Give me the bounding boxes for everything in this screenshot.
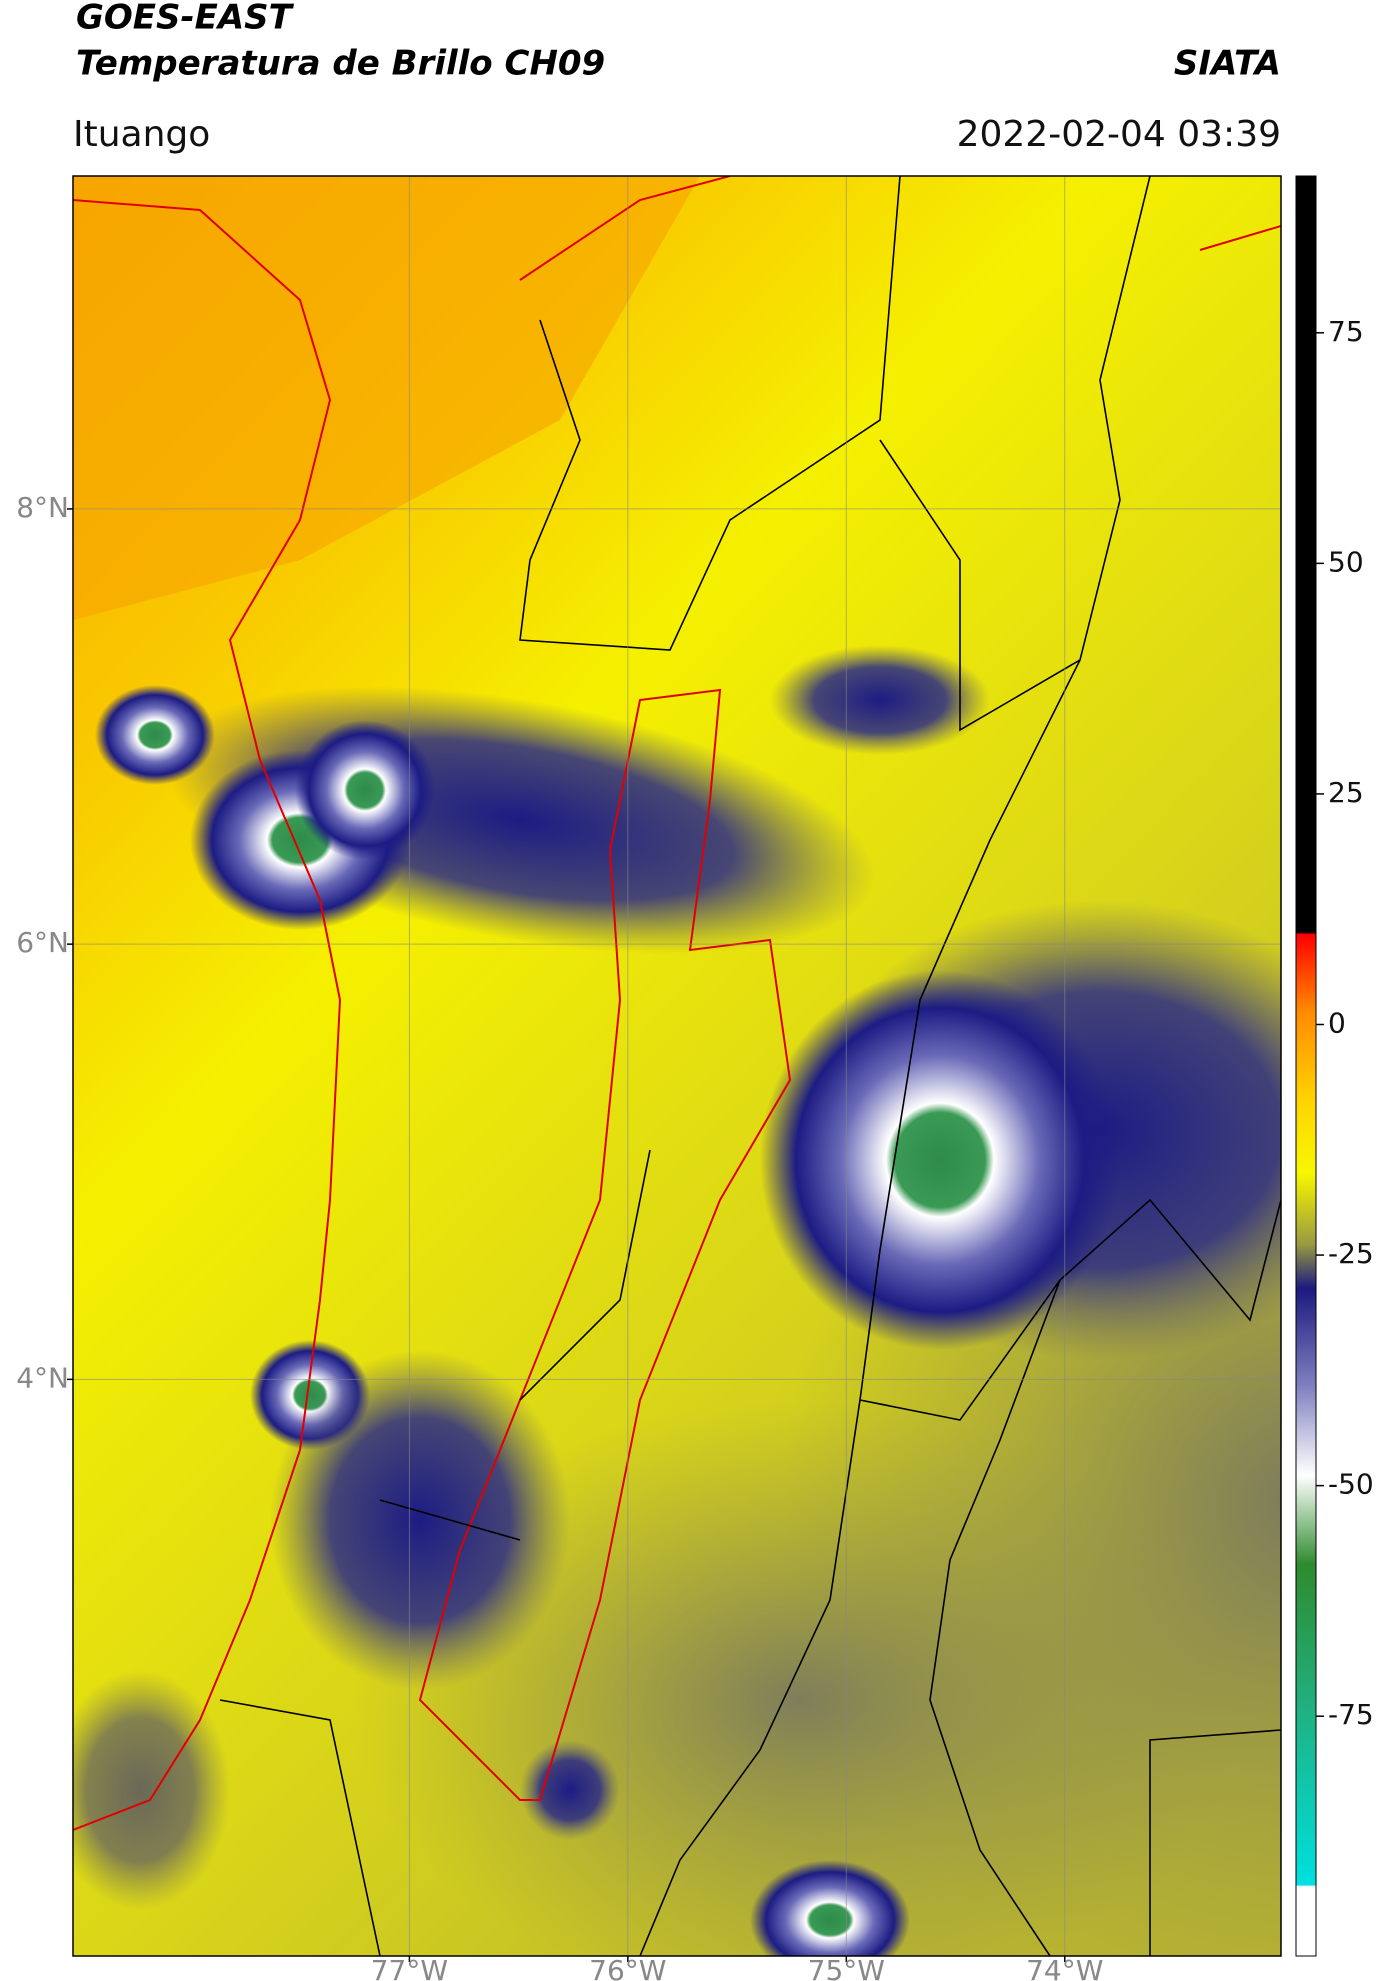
cloud: [770, 645, 990, 755]
cloud: [520, 1740, 620, 1840]
product: Temperatura de Brillo CH09: [76, 44, 605, 84]
coastline: [73, 199, 342, 1831]
colorbar: [1295, 175, 1317, 1957]
institution: SIATA: [1174, 44, 1281, 84]
colorbar-tick-label: 0: [1328, 1006, 1346, 1039]
boundary: [219, 176, 1281, 1956]
storm-core: [95, 685, 215, 785]
lon-tick-label: 76°W: [589, 1954, 666, 1981]
colorbar-tick-label: 75: [1328, 315, 1364, 348]
colorbar-tick-label: -75: [1328, 1698, 1374, 1731]
lon-tick-label: 74°W: [1026, 1954, 1103, 1981]
datetime: 2022-02-04 03:39: [957, 114, 1281, 155]
region: Ituango: [73, 114, 210, 155]
colorbar-tick-label: -50: [1328, 1468, 1374, 1501]
cloud: [270, 1350, 570, 1690]
storm-core: [750, 1860, 910, 1956]
lon-tick-label: 77°W: [371, 1954, 448, 1981]
lat-tick-label: 4°N: [16, 1361, 69, 1394]
coastline: [519, 176, 1281, 281]
colorbar-tick-label: -25: [1328, 1237, 1374, 1270]
colorbar-tick-label: 50: [1328, 545, 1364, 578]
lat-tick-label: 8°N: [16, 491, 69, 524]
colorbar-tick-label: 25: [1328, 776, 1364, 809]
cloud: [73, 1670, 230, 1910]
storm-core: [295, 720, 435, 860]
map: [73, 176, 1281, 1956]
lon-tick-label: 75°W: [808, 1954, 885, 1981]
satellite: GOES-EAST: [76, 0, 295, 38]
map-frame: [72, 175, 1282, 1957]
region-outline: [418, 688, 792, 1801]
lat-tick-label: 6°N: [16, 926, 69, 959]
storm-core: [760, 970, 1120, 1350]
